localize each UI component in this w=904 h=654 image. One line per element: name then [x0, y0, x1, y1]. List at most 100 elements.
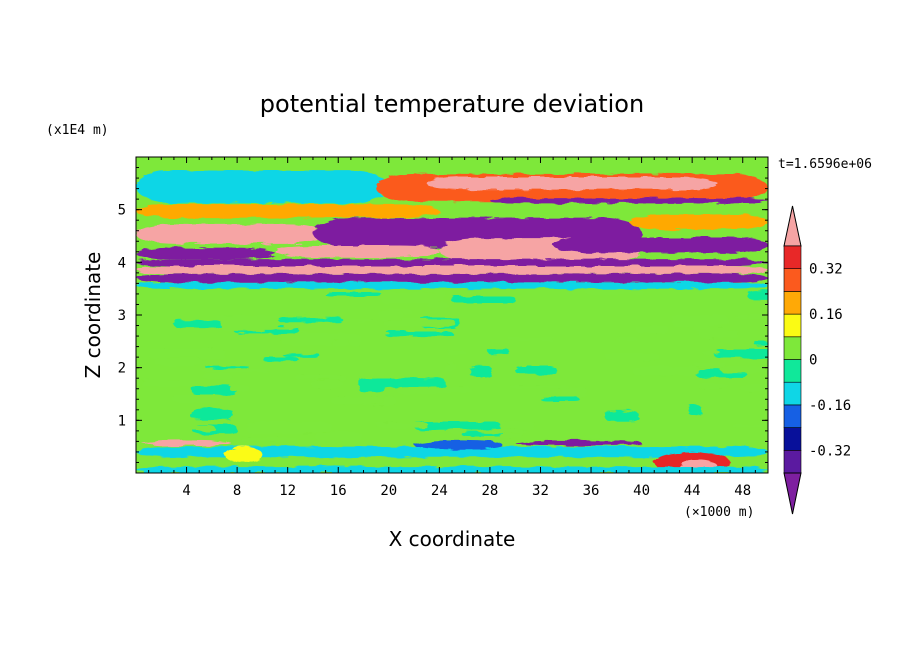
time-label: t=1.6596e+06: [778, 157, 872, 172]
x-tick-label: 28: [481, 483, 498, 499]
field-patch: [697, 383, 729, 389]
field-patch: [383, 319, 456, 327]
field-patch: [324, 292, 383, 297]
x-tick-label: 12: [279, 483, 296, 499]
field-patch: [278, 317, 344, 323]
field-patch: [739, 384, 768, 392]
field-patch: [694, 361, 726, 370]
y-tick-label: 2: [118, 361, 126, 377]
field-patch: [378, 310, 404, 321]
field-patch: [376, 422, 429, 428]
x-tick-label: 36: [583, 483, 600, 499]
colorbar-tick-label: 0: [809, 353, 817, 369]
y-axis-unit: (x1E4 m): [46, 123, 109, 138]
field-patch: [701, 350, 721, 355]
y-tick-label: 4: [118, 255, 126, 271]
field-patch: [220, 319, 278, 331]
x-axis-unit: (×1000 m): [684, 505, 754, 520]
field-patch: [477, 429, 526, 434]
field-blob: [426, 177, 718, 190]
field-blob: [414, 440, 503, 450]
colorbar-swatch: [783, 449, 802, 474]
field-patch: [154, 357, 201, 366]
field-patch: [698, 329, 739, 339]
colorbar-swatch: [783, 381, 802, 406]
field-patch: [469, 365, 492, 378]
x-tick-label: 16: [330, 483, 347, 499]
field-patch: [732, 424, 768, 428]
field-patch: [443, 362, 457, 372]
field-blob: [489, 198, 768, 204]
colorbar-swatch: [783, 336, 802, 360]
field-patch: [605, 352, 659, 361]
colorbar-over-arrow: [783, 205, 802, 247]
field-patch: [282, 353, 321, 358]
field-patch: [445, 350, 468, 356]
field-patch: [427, 301, 448, 310]
field-patch: [358, 378, 446, 389]
field-patch: [331, 396, 384, 405]
x-axis-ticks: 4 8 12 16 20 24 28 32 36 40 44 48: [148, 157, 756, 499]
field-patch: [451, 295, 516, 303]
field-patch: [149, 348, 225, 360]
field-patch: [281, 333, 362, 346]
y-tick-label: 1: [118, 413, 126, 429]
x-tick-label: 40: [633, 483, 650, 499]
x-tick-label: 8: [233, 483, 241, 499]
field-patch: [140, 379, 198, 387]
colorbar-swatch: [783, 427, 802, 451]
x-tick-label: 48: [734, 483, 751, 499]
field-patch: [635, 325, 669, 334]
field-patch: [509, 385, 570, 389]
field-patch: [215, 315, 296, 321]
colorbar-under-arrow: [783, 472, 802, 515]
colorbar-swatch: [783, 245, 802, 270]
field-blob: [136, 466, 768, 473]
field-patch: [414, 421, 501, 430]
x-tick-label: 4: [182, 483, 190, 499]
y-axis-label: Z coordinate: [81, 252, 105, 379]
field-patch: [171, 394, 223, 403]
field-patch: [762, 363, 768, 372]
field-patch: [748, 290, 768, 300]
colorbar-swatch: [783, 359, 802, 383]
field-patch: [720, 365, 768, 373]
field-blobs: [136, 170, 768, 473]
field-blob: [275, 245, 440, 258]
field-patch: [605, 411, 639, 422]
colorbar-tick-label: 0.32: [809, 262, 843, 278]
field-patch: [380, 292, 446, 304]
field-patch: [672, 315, 729, 327]
chart-title: potential temperature deviation: [260, 90, 644, 118]
field-patch: [515, 366, 557, 375]
colorbar-swatch: [783, 268, 802, 292]
colorbar-tick-label: -0.16: [809, 398, 851, 414]
field-patch: [174, 320, 222, 329]
field-blob: [136, 259, 768, 267]
field-blob: [136, 446, 768, 458]
colorbar-swatch: [783, 291, 802, 315]
field-blob: [628, 213, 768, 230]
field-patch: [188, 425, 216, 431]
field-patch: [506, 336, 557, 341]
x-tick-label: 24: [431, 483, 448, 499]
y-tick-label: 5: [118, 203, 126, 219]
field-blob: [224, 446, 263, 463]
colorbar: -0.32 -0.16 0 0.16 0.32: [783, 205, 851, 515]
field-patch: [228, 385, 251, 392]
x-tick-label: 32: [532, 483, 549, 499]
y-tick-label: 3: [118, 308, 126, 324]
colorbar-swatch: [783, 404, 802, 428]
field-blob: [142, 440, 231, 446]
field-patch: [247, 421, 332, 434]
field-patch: [294, 374, 346, 380]
field-patch: [746, 314, 768, 320]
field-patch: [262, 357, 299, 361]
field-patch: [615, 336, 639, 342]
contour-field: [136, 157, 768, 473]
field-patch: [761, 331, 768, 341]
field-blob: [136, 170, 389, 204]
field-patch: [487, 348, 510, 355]
x-tick-label: 20: [380, 483, 397, 499]
field-patch: [191, 385, 238, 395]
